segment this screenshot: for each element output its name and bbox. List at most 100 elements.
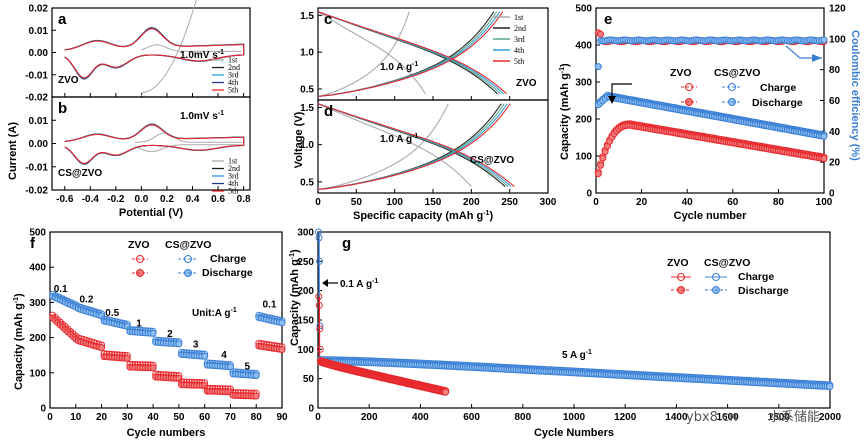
legend-label-3rd: 3rd	[514, 35, 525, 44]
rate-label-0.1: 0.1	[263, 300, 277, 311]
rate-label-0.1: 0.1	[54, 284, 68, 295]
y-tick-label: 0	[40, 404, 46, 415]
charge-curve-5th	[317, 11, 504, 97]
x-tick-label: 60	[727, 197, 739, 208]
rate-label-5: 5	[244, 361, 250, 372]
y2-tick-label: 40	[829, 127, 841, 138]
panel-b: -0.6 -0.4 -0.2 0.0 0.2 0.4 0.6 0.8 -0.02 -0.01 0.0…	[25, 96, 251, 219]
y2-tick-label: 20	[829, 158, 841, 169]
x-tick-label: 60	[199, 412, 211, 423]
y-tick-label: 0.00	[29, 139, 49, 150]
legend-charge: Charge	[760, 82, 796, 94]
x-tick-label: -0.4	[82, 194, 100, 205]
y-tick-label: 0.00	[29, 48, 49, 59]
sample-label: CS@ZVO	[58, 168, 102, 179]
y-tick-label: 200	[29, 333, 46, 344]
panel-label: d	[324, 103, 333, 120]
legend-cs: CS@ZVO	[165, 239, 211, 251]
y-tick-label: 400	[29, 263, 46, 274]
y-tick-label: 100	[575, 152, 592, 163]
rate-label-1: 1	[136, 318, 142, 329]
cycle-5th-curve	[64, 28, 245, 79]
zvo-discharge-point	[149, 364, 157, 372]
charge-curve-2nd	[317, 103, 502, 190]
x-tick-label: 80	[773, 197, 785, 208]
legend-label-2nd: 2nd	[228, 164, 240, 173]
x-tick-label: 0	[315, 197, 321, 208]
zvo-discharge-point	[594, 170, 602, 178]
y-tick-label: -0.01	[25, 162, 48, 173]
x-tick-label: 0.6	[211, 194, 225, 205]
x-tick-label: 20	[96, 412, 108, 423]
legend-label-4th: 4th	[514, 46, 524, 55]
y-tick-label: 0.02	[29, 4, 49, 15]
y-tick-label: 0	[308, 404, 314, 415]
legend-label-3rd: 3rd	[228, 172, 239, 181]
discharge-curve-5th	[317, 103, 515, 188]
y-tick-label: 300	[29, 298, 46, 309]
watermark-cn: 水系储能	[768, 410, 820, 425]
discharge-curve-2nd	[317, 11, 498, 95]
zvo-discharge-point	[98, 344, 106, 352]
x-tick-label: 20	[636, 197, 648, 208]
cs-cycle-point	[826, 382, 834, 391]
panel-label: c	[324, 11, 332, 28]
legend-charge: Charge	[738, 271, 774, 283]
x-tick-label: 50	[351, 197, 363, 208]
x-tick-label: 0.8	[237, 194, 251, 205]
cs-discharge-point	[201, 352, 209, 360]
y-axis-label: Capacity (mAh g-1)	[13, 293, 25, 390]
zvo-cycle-point	[441, 388, 450, 396]
sample-label: ZVO	[516, 78, 537, 89]
y-tick-label: 1.0	[300, 140, 314, 151]
x-tick-label: 1400	[665, 412, 688, 423]
y-axis-label: Capacity (mAh g-1)	[559, 63, 571, 160]
arrow-to-left-axis	[611, 83, 632, 100]
zvo-discharge-point	[123, 354, 131, 362]
x-axis-label: Cycle Numbers	[534, 427, 614, 439]
legend-label-5th: 5th	[228, 187, 238, 196]
y-tick-label: -0.02	[25, 186, 48, 197]
panel-label: f	[30, 235, 36, 252]
rate-label-0.2: 0.2	[80, 294, 94, 305]
y-tick-label: 300	[575, 78, 592, 89]
rate-label-0.5: 0.5	[105, 308, 119, 319]
sample-label: ZVO	[58, 75, 79, 86]
zvo-discharge-point	[252, 392, 260, 400]
x-tick-label: -0.2	[107, 194, 125, 205]
x-tick-label: -0.6	[56, 194, 74, 205]
x-tick-label: 1200	[614, 412, 637, 423]
x-tick-label: 80	[251, 412, 263, 423]
x-tick-label: 0.0	[134, 194, 148, 205]
y-axis-label: Capacity (mAh g-1)	[289, 249, 301, 346]
zvo-discharge-point	[597, 161, 605, 169]
legend-discharge: Discharge	[738, 285, 789, 297]
cycle-4th-curve	[64, 124, 245, 165]
x-tick-label: 2000	[819, 412, 842, 423]
x-tick-label: 40	[682, 197, 694, 208]
x-tick-label: 30	[122, 412, 134, 423]
y-tick-label: 0.01	[29, 26, 49, 37]
cycle-5th-curve	[64, 124, 245, 164]
arrow-head	[322, 279, 328, 287]
x-tick-label: 250	[501, 197, 518, 208]
charge-curve-1st	[317, 11, 410, 97]
discharge-curve-4th	[317, 11, 504, 95]
legend-label-1st: 1st	[514, 13, 524, 22]
y-axis-label: Current (A)	[7, 122, 19, 180]
cs-discharge-point	[149, 329, 157, 337]
x-tick-label: 300	[540, 197, 557, 208]
zvo-discharge-point	[820, 155, 828, 163]
low-rate-label: 0.1 A g-1	[340, 278, 378, 290]
legend-label-4th: 4th	[228, 78, 238, 87]
y-tick-label: -0.01	[25, 70, 48, 81]
scan-rate-label: 1.0mV s-1	[180, 110, 224, 122]
x-tick-label: 0	[593, 197, 599, 208]
charge-curve-5th	[317, 103, 511, 190]
legend-zvo: ZVO	[667, 257, 689, 269]
x-tick-label: 400	[412, 412, 429, 423]
legend-label-1st: 1st	[228, 157, 238, 166]
legend-discharge: Discharge	[202, 267, 253, 279]
zvo-discharge-point	[278, 346, 286, 354]
zvo-discharge-point	[601, 148, 609, 156]
